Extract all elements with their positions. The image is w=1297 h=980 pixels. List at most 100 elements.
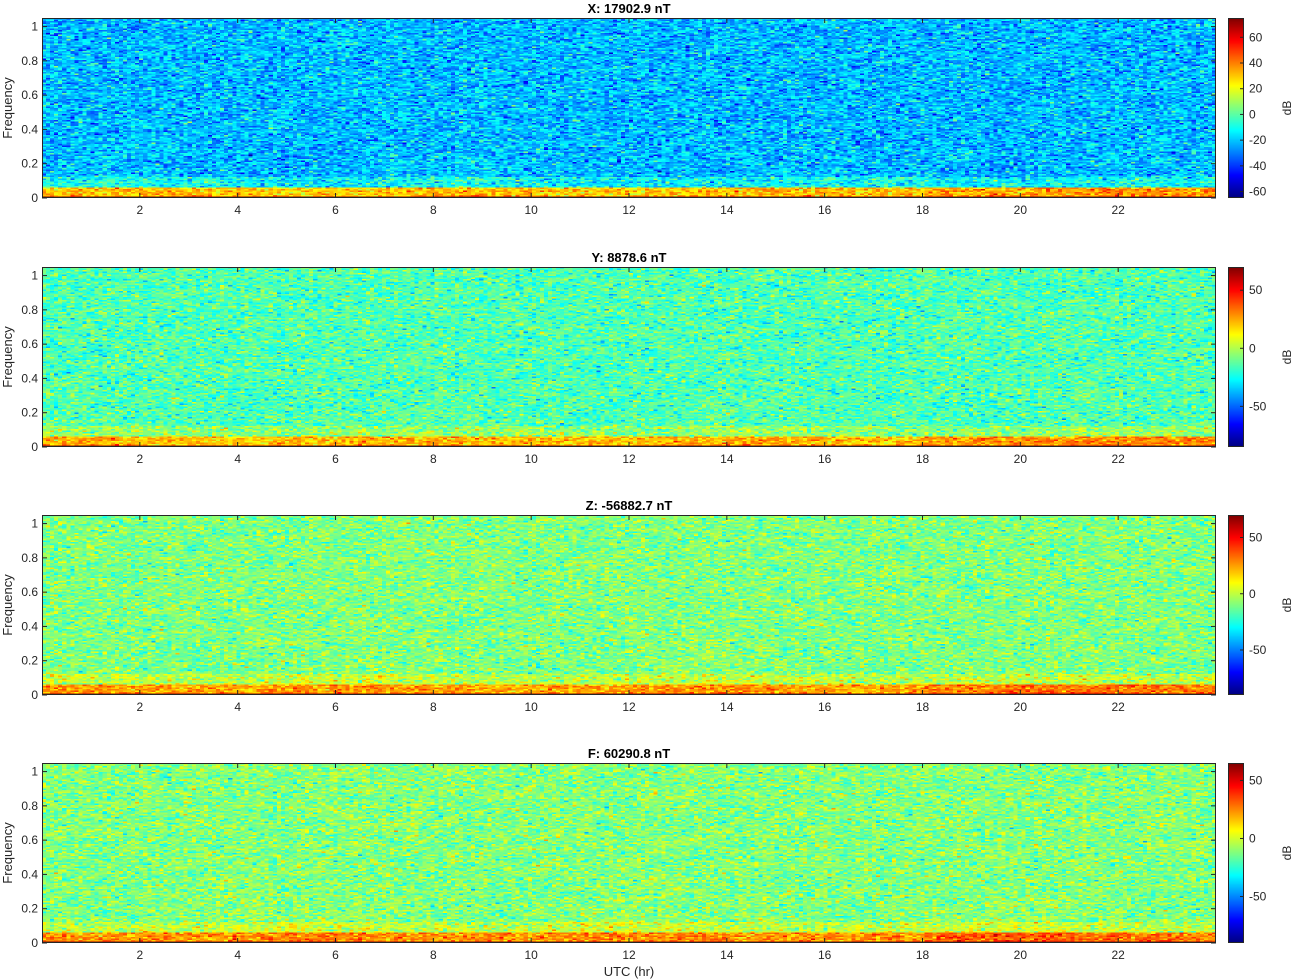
x-tick-label: 12 [622, 948, 636, 962]
x-tick-label: 22 [1111, 203, 1125, 217]
y-tick-label: 0.4 [21, 371, 38, 385]
x-tick-label: 8 [430, 203, 437, 217]
colorbar-frame [1228, 515, 1244, 695]
x-tick-label: 16 [818, 452, 832, 466]
axes-3: Z: -56882.7 nT 2 4 6 8 10 12 14 16 18 20 22 0 0.2 0.4 0… [0, 498, 1216, 714]
colorbar-label: dB [1280, 101, 1294, 116]
y-tick-label: 0.8 [21, 54, 38, 68]
colorbar-tick-label: 50 [1249, 531, 1263, 545]
colorbar-tick-label: 0 [1249, 341, 1256, 355]
colorbar-4: -50 0 50 dB [1228, 763, 1294, 943]
axes-frame [42, 515, 1216, 695]
x-tick-label: 10 [524, 203, 538, 217]
axes-2: Y: 8878.6 nT 2 4 6 8 10 12 14 16 18 20 22 0 0.2 0.4 0.6… [0, 250, 1216, 466]
colorbar-tick-label: -20 [1249, 133, 1267, 147]
colorbar-tick-label: -40 [1249, 159, 1267, 173]
y-tick-label: 0.4 [21, 122, 38, 136]
y-tick-label: 0.2 [21, 157, 38, 171]
x-tick-label: 12 [622, 700, 636, 714]
colorbar-tick-label: 20 [1249, 82, 1263, 96]
y-tick-label: 1 [31, 269, 38, 283]
x-tick-label: 2 [136, 700, 143, 714]
x-tick-label: 10 [524, 452, 538, 466]
y-tick-label: 1 [31, 765, 38, 779]
x-tick-label: 14 [720, 700, 734, 714]
x-tick-label: 18 [916, 452, 930, 466]
y-tick-label: 0.8 [21, 551, 38, 565]
axes-frame [42, 763, 1216, 943]
x-tick-label: 18 [916, 948, 930, 962]
y-tick-label: 0 [31, 936, 38, 950]
colorbar-2: -50 0 50 dB [1228, 267, 1294, 447]
colorbar-tick-label: 60 [1249, 30, 1263, 44]
x-tick-label: 16 [818, 700, 832, 714]
plot-title: Y: 8878.6 nT [592, 250, 667, 265]
y-tick-label: 1 [31, 517, 38, 531]
x-tick-label: 22 [1111, 948, 1125, 962]
colorbar-label: dB [1280, 846, 1294, 861]
colorbar-tick-label: 0 [1249, 107, 1256, 121]
y-axis-label: Frequency [0, 822, 15, 884]
x-tick-label: 2 [136, 948, 143, 962]
axes-frame [42, 267, 1216, 447]
x-tick-label: 22 [1111, 700, 1125, 714]
x-tick-label: 12 [622, 203, 636, 217]
colorbar-tick-label: 50 [1249, 283, 1263, 297]
x-tick-label: 6 [332, 452, 339, 466]
y-tick-label: 1 [31, 20, 38, 34]
spectrogram-image-2 [42, 267, 1216, 447]
colorbar-label: dB [1280, 350, 1294, 365]
x-tick-label: 4 [234, 452, 241, 466]
y-tick-label: 0.6 [21, 337, 38, 351]
axes-frame [42, 18, 1216, 198]
y-tick-label: 0 [31, 191, 38, 205]
x-tick-label: 8 [430, 452, 437, 466]
x-tick-label: 8 [430, 700, 437, 714]
axes-4: F: 60290.8 nT 2 4 6 8 10 12 14 16 18 20 22 0 0.2 0.4 0.… [0, 746, 1216, 962]
y-tick-label: 0.8 [21, 799, 38, 813]
x-tick-label: 6 [332, 948, 339, 962]
colorbar-tick-label: -50 [1249, 399, 1267, 413]
colorbar-label: dB [1280, 598, 1294, 613]
plot-title: Z: -56882.7 nT [586, 498, 673, 513]
spectrogram-image-4 [42, 763, 1216, 943]
x-tick-label: 20 [1014, 948, 1028, 962]
colorbar-tick-label: 50 [1249, 773, 1263, 787]
x-tick-label: 6 [332, 700, 339, 714]
x-tick-label: 20 [1014, 700, 1028, 714]
y-tick-label: 0.2 [21, 406, 38, 420]
spectrogram-image-3 [42, 515, 1216, 695]
x-tick-label: 22 [1111, 452, 1125, 466]
colorbar-tick-label: 0 [1249, 831, 1256, 845]
y-axis-label: Frequency [0, 77, 15, 139]
x-tick-label: 14 [720, 203, 734, 217]
y-axis-label: Frequency [0, 574, 15, 636]
colorbar-frame [1228, 18, 1244, 198]
x-tick-label: 16 [818, 203, 832, 217]
colorbar-frame [1228, 267, 1244, 447]
x-tick-label: 20 [1014, 203, 1028, 217]
y-tick-label: 0.6 [21, 585, 38, 599]
colorbar-3: -50 0 50 dB [1228, 515, 1294, 695]
plot-title: X: 17902.9 nT [587, 1, 670, 16]
y-tick-label: 0.2 [21, 902, 38, 916]
y-tick-label: 0.8 [21, 303, 38, 317]
colorbar-tick-label: -50 [1249, 890, 1267, 904]
x-axis-label: UTC (hr) [604, 964, 655, 979]
x-tick-label: 18 [916, 203, 930, 217]
colorbar-tick-label: 0 [1249, 587, 1256, 601]
x-tick-label: 16 [818, 948, 832, 962]
y-tick-label: 0.2 [21, 654, 38, 668]
colorbar-tick-label: 40 [1249, 56, 1263, 70]
axes-1: X: 17902.9 nT 2 4 6 8 10 12 14 16 18 20 22 0 0.2 0.4 0.… [0, 1, 1216, 217]
x-tick-label: 4 [234, 700, 241, 714]
x-tick-label: 6 [332, 203, 339, 217]
colorbar-gradient-2 [1228, 267, 1244, 447]
y-tick-label: 0 [31, 688, 38, 702]
colorbar-tick-label: -50 [1249, 643, 1267, 657]
plot-title: F: 60290.8 nT [588, 746, 670, 761]
y-tick-label: 0.4 [21, 867, 38, 881]
x-tick-label: 18 [916, 700, 930, 714]
